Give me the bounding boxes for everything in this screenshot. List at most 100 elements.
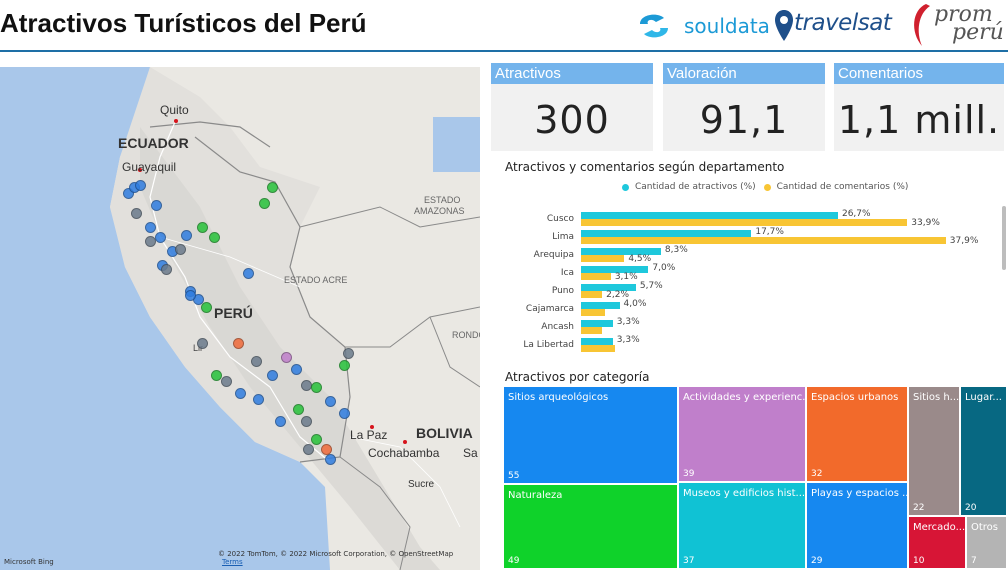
attractions-bar[interactable] [581, 338, 613, 345]
map-marker[interactable] [209, 232, 220, 243]
bar-row[interactable]: La Libertad 3,3% [504, 335, 1004, 354]
map-marker[interactable] [201, 302, 212, 313]
map-marker[interactable] [267, 182, 278, 193]
map-marker[interactable] [175, 244, 186, 255]
treemap-tile[interactable]: Sitios h... 22 [909, 387, 961, 517]
attractions-bar[interactable] [581, 284, 636, 291]
map-marker[interactable] [197, 222, 208, 233]
legend-attractions-label: Cantidad de atractivos (%) [635, 182, 756, 192]
map-marker[interactable] [303, 444, 314, 455]
map-marker[interactable] [339, 408, 350, 419]
comments-data-label: 4,5% [628, 254, 652, 264]
map-label-amazonas: AMAZONAS [414, 206, 465, 216]
map-marker[interactable] [221, 376, 232, 387]
bar-row[interactable]: Ica 7,0% 3,1% [504, 263, 1004, 282]
treemap-tile-label: Sitios h... [913, 392, 960, 403]
map-marker[interactable] [243, 268, 254, 279]
map-marker[interactable] [185, 290, 196, 301]
category-treemap[interactable]: Sitios arqueológicos 55 Naturaleza 49 Activi… [504, 387, 1008, 570]
comments-bar[interactable] [581, 237, 946, 244]
bar-chart-legend[interactable]: Cantidad de atractivos (%) Cantidad de c… [622, 182, 908, 192]
map-marker[interactable] [151, 200, 162, 211]
treemap-tile[interactable]: Espacios urbanos 32 [807, 387, 909, 483]
comments-bar[interactable] [581, 255, 625, 262]
comments-bar[interactable] [581, 219, 908, 226]
bar-row[interactable]: Arequipa 8,3% 4,5% [504, 245, 1004, 264]
map-marker[interactable] [343, 348, 354, 359]
map-marker[interactable] [145, 236, 156, 247]
treemap-tile[interactable]: Playas y espacios ... 29 [807, 483, 909, 570]
map-marker[interactable] [259, 198, 270, 209]
terms-link[interactable]: Terms [222, 558, 243, 566]
bar-row[interactable]: Cajamarca 4,0% [504, 299, 1004, 318]
treemap-tile[interactable]: Lugar... 20 [961, 387, 1008, 517]
comments-data-label: 3,1% [614, 272, 638, 282]
map-marker[interactable] [253, 394, 264, 405]
map-marker[interactable] [339, 360, 350, 371]
map-marker[interactable] [325, 396, 336, 407]
map-marker[interactable] [145, 222, 156, 233]
attractions-bar[interactable] [581, 230, 752, 237]
treemap-tile[interactable]: Sitios arqueológicos 55 [504, 387, 679, 485]
map-marker[interactable] [281, 352, 292, 363]
attractions-bar[interactable] [581, 302, 620, 309]
category-label: Lima [552, 232, 574, 242]
map-marker[interactable] [325, 454, 336, 465]
map-label-sucre: Sucre [408, 479, 435, 490]
promperu-logo-icon [914, 4, 930, 46]
comments-bar[interactable] [581, 309, 606, 316]
map-marker[interactable] [161, 264, 172, 275]
treemap-tile[interactable]: Actividades y experienc... 39 [679, 387, 807, 483]
comments-bar[interactable] [581, 345, 615, 352]
map-marker[interactable] [311, 382, 322, 393]
map-marker[interactable] [275, 416, 286, 427]
map-marker[interactable] [181, 230, 192, 241]
attractions-bar[interactable] [581, 320, 613, 327]
attractions-map[interactable]: Quito ECUADOR Guayaquil ESTADO AMAZONAS … [0, 67, 480, 570]
bar-row[interactable]: Ancash 3,3% [504, 317, 1004, 336]
treemap-tile[interactable]: Museos y edificios hist... 37 [679, 483, 807, 570]
map-marker[interactable] [235, 388, 246, 399]
treemap-tile-label: Sitios arqueológicos [508, 392, 609, 403]
map-marker[interactable] [321, 444, 332, 455]
bar-chart-scrollbar[interactable] [1002, 206, 1006, 270]
map-marker[interactable] [155, 232, 166, 243]
comments-bar[interactable] [581, 291, 603, 298]
map-marker[interactable] [291, 364, 302, 375]
treemap-tile[interactable]: Mercado... 10 [909, 517, 967, 570]
treemap-tile-value: 7 [971, 556, 977, 566]
bar-row[interactable]: Cusco 26,7% 33,9% [504, 209, 1004, 228]
attractions-data-label: 3,3% [616, 335, 640, 345]
map-marker[interactable] [131, 208, 142, 219]
bar-chart-title: Atractivos y comentarios según departame… [505, 160, 785, 174]
treemap-title: Atractivos por categoría [505, 370, 650, 384]
map-marker[interactable] [135, 180, 146, 191]
attractions-bar[interactable] [581, 212, 838, 219]
department-bar-chart[interactable]: Cusco 26,7% 33,9% Lima 17,7% 37,9% Arequipa 8,3… [504, 209, 1004, 360]
map-marker[interactable] [123, 188, 134, 199]
treemap-tile[interactable]: Otros 7 [967, 517, 1008, 570]
attractions-data-label: 26,7% [841, 209, 871, 219]
map-label-bolivia: BOLIVIA [416, 425, 473, 441]
map-marker[interactable] [301, 416, 312, 427]
bar-row[interactable]: Puno 5,7% 2,2% [504, 281, 1004, 300]
bar-row[interactable]: Lima 17,7% 37,9% [504, 227, 1004, 246]
map-marker[interactable] [197, 338, 208, 349]
comments-bar[interactable] [581, 273, 611, 280]
map-marker[interactable] [267, 370, 278, 381]
category-label: Cusco [546, 214, 574, 224]
attractions-bar[interactable] [581, 248, 661, 255]
treemap-tile-value: 49 [508, 556, 520, 566]
category-label: Arequipa [533, 250, 574, 260]
map-marker[interactable] [293, 404, 304, 415]
map-label-cochabamba: Cochabamba [368, 446, 440, 460]
attractions-bar[interactable] [581, 266, 649, 273]
comments-bar[interactable] [581, 327, 603, 334]
treemap-tile-label: Museos y edificios hist... [683, 488, 806, 499]
treemap-tile[interactable]: Naturaleza 49 [504, 485, 679, 570]
map-marker[interactable] [251, 356, 262, 367]
map-marker[interactable] [311, 434, 322, 445]
map-marker[interactable] [233, 338, 244, 349]
map-marker[interactable] [211, 370, 222, 381]
map-label-sa: Sa [463, 446, 478, 460]
